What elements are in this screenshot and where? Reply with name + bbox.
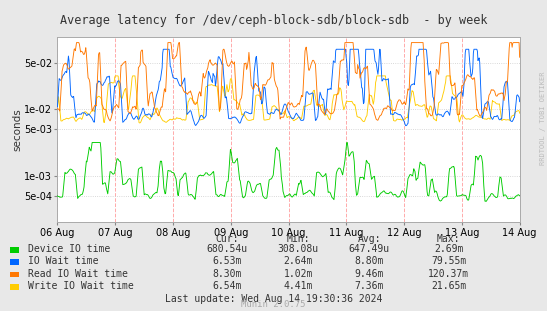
Text: Last update: Wed Aug 14 19:30:36 2024: Last update: Wed Aug 14 19:30:36 2024 <box>165 295 382 304</box>
Text: 120.37m: 120.37m <box>428 269 469 279</box>
Text: 2.64m: 2.64m <box>283 256 313 266</box>
Text: 4.41m: 4.41m <box>283 281 313 291</box>
Text: 79.55m: 79.55m <box>431 256 466 266</box>
Text: 9.46m: 9.46m <box>354 269 384 279</box>
Text: Read IO Wait time: Read IO Wait time <box>28 269 129 279</box>
Text: Cur:: Cur: <box>216 234 238 244</box>
Text: 6.53m: 6.53m <box>212 256 242 266</box>
Text: IO Wait time: IO Wait time <box>28 256 99 266</box>
Text: 8.30m: 8.30m <box>212 269 242 279</box>
Text: Write IO Wait time: Write IO Wait time <box>28 281 134 291</box>
Text: 8.80m: 8.80m <box>354 256 384 266</box>
Text: 7.36m: 7.36m <box>354 281 384 291</box>
Text: 21.65m: 21.65m <box>431 281 466 291</box>
Text: Avg:: Avg: <box>358 234 381 244</box>
Text: Max:: Max: <box>437 234 460 244</box>
Text: RRDTOOL / TOBI OETIKER: RRDTOOL / TOBI OETIKER <box>540 72 546 165</box>
Text: Average latency for /dev/ceph-block-sdb/block-sdb  - by week: Average latency for /dev/ceph-block-sdb/… <box>60 14 487 27</box>
Text: 1.02m: 1.02m <box>283 269 313 279</box>
Text: 680.54u: 680.54u <box>206 244 248 254</box>
Text: 308.08u: 308.08u <box>277 244 319 254</box>
Text: 647.49u: 647.49u <box>348 244 390 254</box>
Y-axis label: seconds: seconds <box>13 109 22 151</box>
Text: 6.54m: 6.54m <box>212 281 242 291</box>
Text: Munin 2.0.75: Munin 2.0.75 <box>241 299 306 309</box>
Text: 2.69m: 2.69m <box>434 244 463 254</box>
Text: Min:: Min: <box>287 234 310 244</box>
Text: Device IO time: Device IO time <box>28 244 110 254</box>
